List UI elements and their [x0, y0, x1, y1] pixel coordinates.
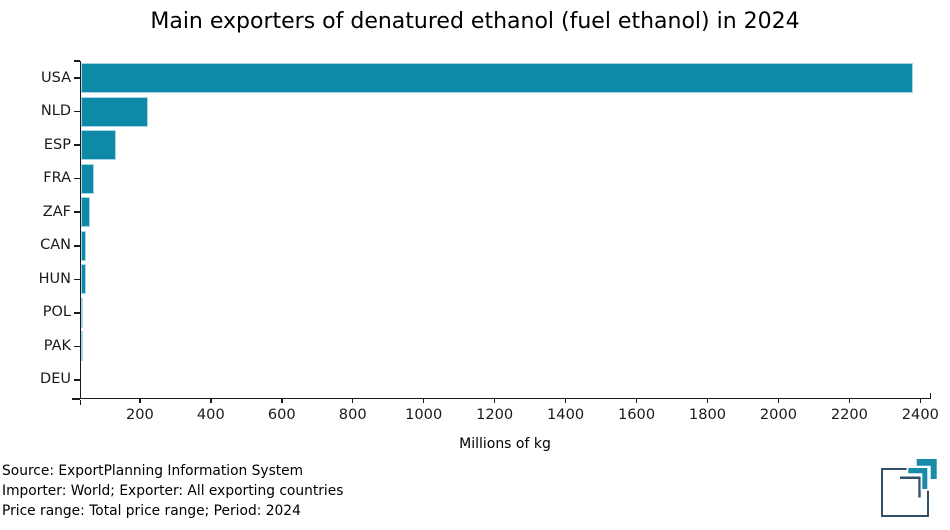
y-tick-label-fra: FRA [43, 170, 71, 187]
bar-hun [81, 264, 86, 295]
x-axis-left-extension [71, 398, 80, 400]
y-tick-label-esp: ESP [43, 136, 71, 153]
logo-dark-bracket-v [918, 476, 921, 498]
y-tick-label-deu: DEU [40, 371, 71, 388]
y-tick-fra [73, 177, 80, 180]
logo-top-teal-bracket [916, 459, 937, 479]
x-tick-label-1400: 1400 [547, 406, 585, 423]
x-tick-label-1000: 1000 [405, 406, 443, 423]
y-tick-label-pol: POL [42, 304, 71, 321]
x-tick-600 [281, 398, 283, 403]
footer: Source: ExportPlanning Information Syste… [2, 461, 343, 521]
bar-fra [81, 163, 95, 194]
logo-mid-teal-bracket [908, 468, 928, 489]
x-tick-1400 [564, 398, 567, 403]
chart-title: Main exporters of denatured ethanol (fue… [150, 9, 800, 34]
y-tick-pol [73, 312, 80, 314]
bar-usa [81, 63, 914, 93]
bar-pol [81, 297, 84, 328]
y-axis-bottom-extension [79, 399, 81, 405]
y-tick-pak [73, 345, 80, 348]
x-axis-label: Millions of kg [459, 436, 551, 452]
x-tick-2200 [848, 398, 851, 403]
bar-can [81, 230, 87, 261]
bar-esp [81, 130, 117, 161]
footer-price-period: Price range: Total price range; Period: … [2, 503, 301, 519]
x-tick-label-400: 400 [196, 406, 225, 423]
x-tick-label-1800: 1800 [688, 406, 727, 423]
y-tick-can [73, 245, 80, 247]
x-tick-label-800: 800 [338, 406, 367, 423]
y-tick-label-nld: NLD [40, 103, 71, 120]
x-tick-label-2400: 2400 [901, 406, 939, 423]
x-tick-1800 [706, 398, 709, 403]
x-tick-800 [351, 398, 354, 403]
x-tick-label-1600: 1600 [617, 406, 656, 423]
x-tick-label-200: 200 [125, 406, 154, 423]
x-tick-2400 [919, 398, 922, 403]
footer-source: Source: ExportPlanning Information Syste… [2, 463, 304, 479]
y-tick-usa [73, 77, 80, 79]
logo-square-outline [881, 468, 929, 517]
y-tick-deu [73, 379, 80, 381]
x-axis-right-cap [929, 393, 931, 398]
y-tick-hun [73, 278, 80, 281]
y-tick-nld [73, 110, 80, 113]
x-tick-label-1200: 1200 [476, 406, 514, 423]
x-tick-1200 [493, 398, 496, 403]
bar-zaf [81, 197, 90, 228]
y-tick-label-usa: USA [40, 69, 71, 86]
y-tick-label-can: CAN [40, 237, 71, 254]
y-tick-zaf [73, 211, 80, 213]
logo-dark-bracket-h [900, 476, 924, 479]
x-tick-2000 [777, 398, 780, 403]
y-tick-label-hun: HUN [38, 270, 71, 287]
exportplanning-logo [881, 457, 939, 517]
footer-importer-exporter: Importer: World; Exporter: All exporting… [2, 483, 344, 499]
bar-pak [81, 331, 83, 362]
y-tick-label-zaf: ZAF [42, 203, 71, 220]
plot-area: USA NLD ESP FRA ZAF CAN HUN POL PAK DEU 200 400 600 8… [39, 60, 939, 423]
x-tick-1000 [422, 398, 425, 403]
x-tick-200 [139, 398, 141, 403]
y-axis-top-cap [73, 60, 80, 62]
x-tick-400 [210, 398, 212, 403]
x-tick-1600 [635, 398, 638, 403]
x-tick-label-2000: 2000 [759, 406, 798, 423]
bar-nld [81, 96, 149, 127]
x-tick-label-600: 600 [267, 406, 296, 423]
x-tick-label-2200: 2200 [830, 406, 868, 423]
y-tick-label-pak: PAK [43, 337, 71, 354]
y-tick-esp [73, 144, 80, 146]
